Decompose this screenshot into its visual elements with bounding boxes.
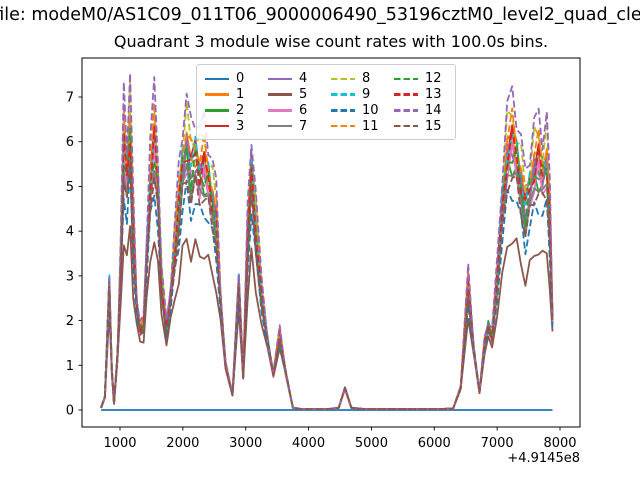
y-tick-label: 6 xyxy=(66,135,74,150)
legend-label: 9 xyxy=(362,87,371,103)
y-tick-label: 5 xyxy=(66,180,74,195)
legend-column: 8 9 10 11 xyxy=(331,71,384,134)
legend-label: 12 xyxy=(425,71,442,87)
legend-line-sample xyxy=(394,77,418,81)
legend-entry-11: 11 xyxy=(331,118,384,134)
legend-entry-14: 14 xyxy=(394,103,447,119)
series-line-7 xyxy=(100,145,554,411)
legend-label: 4 xyxy=(299,71,308,87)
legend-entry-15: 15 xyxy=(394,118,447,134)
y-tick-label: 7 xyxy=(66,91,74,106)
x-tick-label: 7000 xyxy=(481,436,514,451)
series-line-2 xyxy=(100,125,554,411)
legend-entry-10: 10 xyxy=(331,103,384,119)
legend-line-sample xyxy=(331,93,355,96)
legend-label: 11 xyxy=(362,118,379,134)
x-tick-label: 8000 xyxy=(543,436,576,451)
series-line-15 xyxy=(100,164,554,411)
legend-column: 12 13 14 15 xyxy=(394,71,447,134)
legend-entry-9: 9 xyxy=(331,87,384,103)
legend-entry-12: 12 xyxy=(394,71,447,87)
legend-line-sample xyxy=(205,77,229,81)
y-tick-label: 3 xyxy=(66,269,74,284)
legend-entry-2: 2 xyxy=(205,103,258,119)
legend-label: 1 xyxy=(236,87,245,103)
legend-line-sample xyxy=(394,124,418,128)
axes-frame xyxy=(81,57,581,428)
legend-entry-1: 1 xyxy=(205,87,258,103)
legend-entry-5: 5 xyxy=(268,87,321,103)
x-tick-label: 5000 xyxy=(355,436,388,451)
legend-line-sample xyxy=(331,77,355,81)
series-line-3 xyxy=(100,123,554,411)
y-tick-label: 0 xyxy=(66,404,74,419)
x-tick-label: 3000 xyxy=(229,436,262,451)
x-axis-offset-label: +4.9145e8 xyxy=(507,451,580,466)
x-tick-label: 1000 xyxy=(103,436,136,451)
legend-entry-6: 6 xyxy=(268,103,321,119)
legend-entry-3: 3 xyxy=(205,118,258,134)
legend-line-sample xyxy=(331,109,355,112)
x-tick-label: 6000 xyxy=(418,436,451,451)
legend-entry-13: 13 xyxy=(394,87,447,103)
legend-line-sample xyxy=(268,93,292,96)
y-tick-label: 2 xyxy=(66,314,74,329)
legend-line-sample xyxy=(394,109,418,112)
legend-label: 8 xyxy=(362,71,371,87)
y-tick-label: 4 xyxy=(66,225,74,240)
legend-label: 2 xyxy=(236,102,245,118)
legend-label: 5 xyxy=(299,87,308,103)
legend-line-sample xyxy=(268,109,292,112)
legend-entry-0: 0 xyxy=(205,71,258,87)
legend-label: 10 xyxy=(362,102,379,118)
series-line-5 xyxy=(100,225,554,411)
series-line-11 xyxy=(100,102,554,411)
legend-line-sample xyxy=(268,124,292,128)
y-tick-label: 1 xyxy=(66,359,74,374)
x-tick-label: 4000 xyxy=(292,436,325,451)
legend-line-sample xyxy=(205,93,229,96)
legend-entry-4: 4 xyxy=(268,71,321,87)
series-line-14 xyxy=(100,72,554,411)
figure-title: n file: modeM0/AS1C09_011T06_9000006490_… xyxy=(0,5,640,25)
x-tick-label: 2000 xyxy=(166,436,199,451)
series-line-13 xyxy=(100,126,554,411)
legend-line-sample xyxy=(268,77,292,81)
legend: 0 1 2 3 4 5 6 7 8 9 10 11 12 13 14 15 xyxy=(196,64,456,140)
legend-label: 13 xyxy=(425,87,442,103)
legend-entry-7: 7 xyxy=(268,118,321,134)
series-line-6 xyxy=(100,138,554,411)
series-line-12 xyxy=(100,127,554,411)
series-line-10 xyxy=(100,163,554,411)
legend-label: 7 xyxy=(299,118,308,134)
legend-label: 3 xyxy=(236,118,245,134)
legend-line-sample xyxy=(205,109,229,112)
legend-line-sample xyxy=(205,124,229,128)
legend-label: 14 xyxy=(425,102,442,118)
series-line-4 xyxy=(100,115,554,411)
series-line-9 xyxy=(100,127,554,411)
legend-label: 15 xyxy=(425,118,442,134)
legend-label: 6 xyxy=(299,102,308,118)
legend-line-sample xyxy=(394,93,418,96)
legend-label: 0 xyxy=(236,71,245,87)
legend-entry-8: 8 xyxy=(331,71,384,87)
legend-line-sample xyxy=(331,124,355,128)
series-line-1 xyxy=(100,113,554,411)
axes-title: Quadrant 3 module wise count rates with … xyxy=(113,32,549,51)
